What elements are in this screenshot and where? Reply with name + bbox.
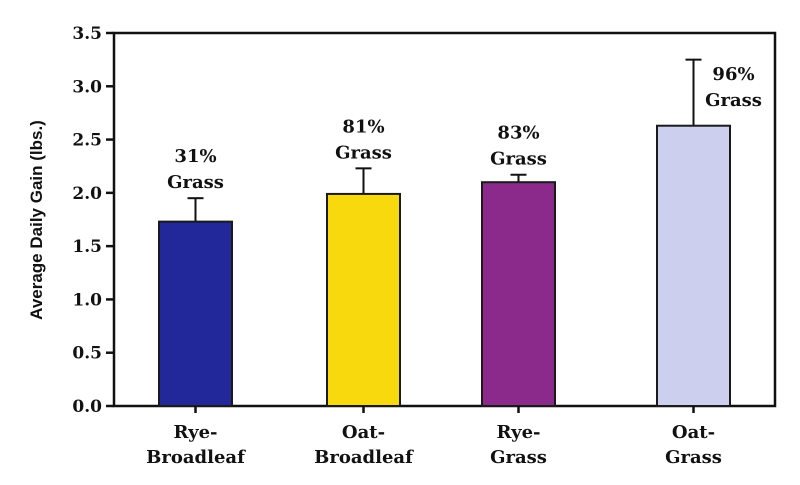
y-tick-label: 3.0 — [72, 77, 102, 97]
bar-group: 31% Grass — [158, 146, 233, 407]
bar-annotation-label: Grass — [705, 90, 762, 111]
bar-annotation-percent: 96% — [712, 64, 754, 85]
bar-annotation-percent: 31% — [174, 146, 216, 167]
bar — [481, 181, 556, 407]
x-category-label: Broadleaf — [314, 447, 414, 468]
x-category-label: Rye- — [496, 422, 540, 443]
bar — [158, 220, 233, 407]
y-tick-label: 0.0 — [72, 397, 102, 417]
y-tick-label: 0.5 — [72, 344, 102, 364]
x-category-label: Broadleaf — [146, 447, 246, 468]
x-category-label: Rye- — [173, 422, 217, 443]
bar-group: 96% Grass — [656, 58, 762, 408]
x-axis: Rye- Broadleaf Oat- Broadleaf Rye- Grass Oat- G… — [146, 406, 722, 468]
x-category-label: Oat- — [672, 422, 715, 443]
bar-annotation-percent: 81% — [342, 116, 384, 137]
y-tick-label: 2.0 — [72, 184, 102, 204]
y-tick-label: 1.5 — [72, 237, 102, 257]
bar-annotation-label: Grass — [335, 142, 392, 163]
y-axis: 0.0 0.5 1.0 1.5 2.0 2.5 3.0 3.5 — [72, 24, 114, 417]
y-tick-label: 3.5 — [72, 24, 102, 44]
bar-annotation-percent: 83% — [497, 123, 539, 144]
y-axis-label: Average Daily Gain (lbs.) — [27, 120, 46, 320]
y-tick-label: 1.0 — [72, 290, 102, 310]
plot-frame — [112, 31, 777, 408]
bar-annotation-label: Grass — [167, 172, 224, 193]
bar — [656, 124, 731, 408]
bar-group: 81% Grass — [326, 116, 401, 407]
bars: 31% Grass 81% Grass 83% Grass 96% Grass — [158, 58, 762, 408]
plot-border — [112, 31, 777, 408]
x-category-label: Grass — [665, 447, 722, 468]
bar — [326, 192, 401, 407]
x-category-label: Oat- — [342, 422, 385, 443]
x-category-label: Grass — [490, 447, 547, 468]
bar-group: 83% Grass — [481, 123, 556, 407]
y-tick-label: 2.5 — [72, 131, 102, 151]
bar-annotation-label: Grass — [490, 149, 547, 170]
